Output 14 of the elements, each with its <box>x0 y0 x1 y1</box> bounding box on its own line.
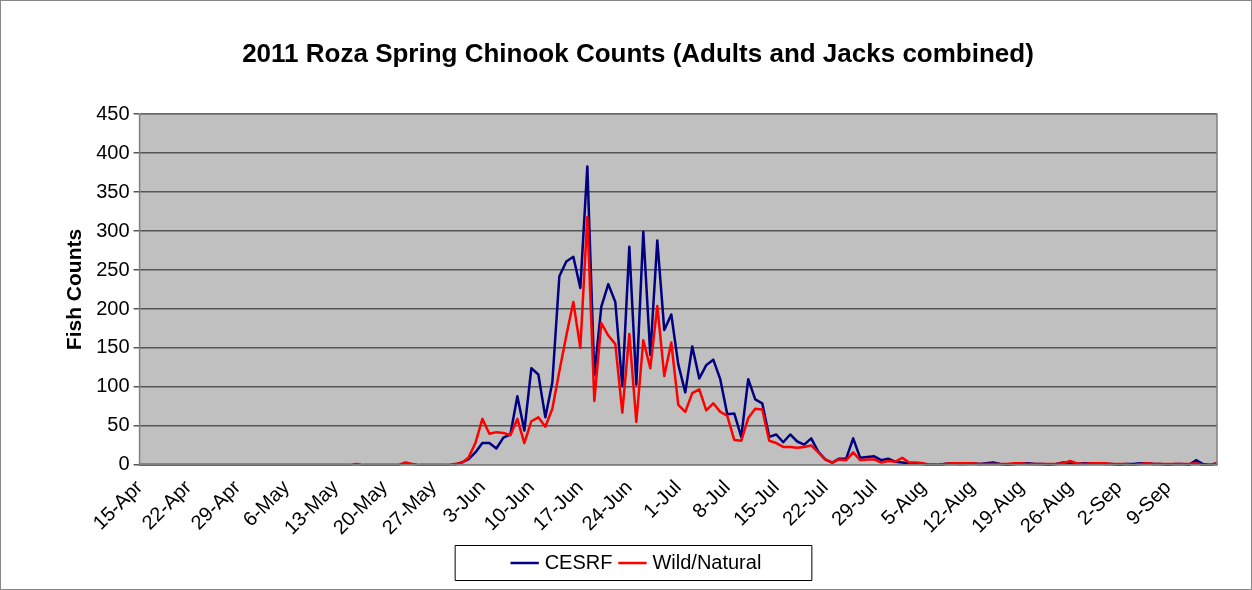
y-tick-label: 100 <box>96 374 130 397</box>
y-tick-label: 350 <box>96 179 130 202</box>
y-tick-label: 0 <box>118 452 130 475</box>
legend-label: Wild/Natural <box>652 550 762 573</box>
y-tick-label: 200 <box>96 296 130 319</box>
legend-label: CESRF <box>544 550 613 573</box>
y-tick-label: 250 <box>96 257 130 280</box>
y-tick-label: 150 <box>96 335 130 358</box>
y-tick-label: 50 <box>107 413 130 436</box>
y-axis-title: Fish Counts <box>62 228 86 351</box>
y-tick-label: 400 <box>96 140 130 163</box>
y-tick-label: 300 <box>96 218 130 241</box>
y-tick-label: 450 <box>96 101 130 124</box>
chart-title: 2011 Roza Spring Chinook Counts (Adults and Jacks combined) <box>242 37 1034 68</box>
